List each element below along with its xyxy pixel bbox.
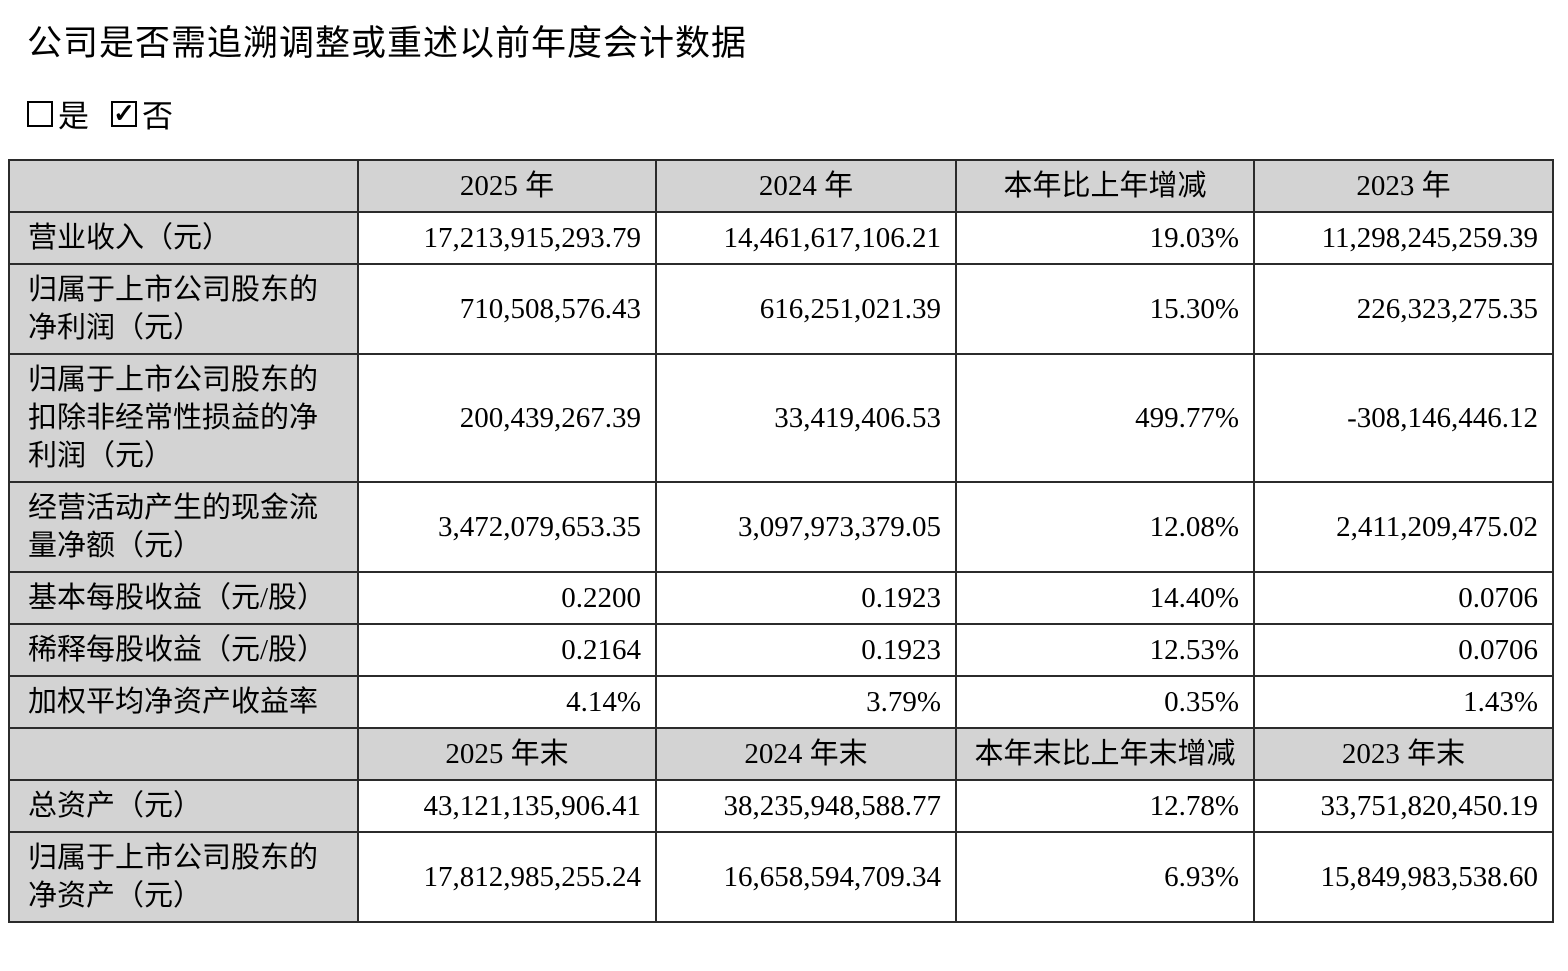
checkbox-no-checked-icon: ✓ <box>111 100 137 127</box>
cell-value: 0.35% <box>955 675 1255 730</box>
cell-value: 15,849,983,538.60 <box>1253 831 1554 924</box>
cell-value: 19.03% <box>955 211 1255 266</box>
table-row: 归属于上市公司股东的 净利润（元） 710,508,576.43 616,251,0… <box>8 263 1554 356</box>
row-label: 基本每股收益（元/股） <box>8 571 359 626</box>
cell-value: 0.0706 <box>1253 571 1554 626</box>
restatement-choice-row: 是 ✓ 否 <box>27 91 1568 136</box>
cell-value: 16,658,594,709.34 <box>655 831 957 924</box>
cell-value: 12.53% <box>955 623 1255 678</box>
cell-value: -308,146,446.12 <box>1253 353 1554 484</box>
table-row: 总资产（元） 43,121,135,906.41 38,235,948,588.77… <box>8 779 1554 834</box>
row-label: 归属于上市公司股东的 扣除非经常性损益的净 利润（元） <box>8 353 359 484</box>
column-header: 本年末比上年末增减 <box>955 727 1255 782</box>
column-header: 2023 年末 <box>1253 727 1554 782</box>
cell-value: 12.78% <box>955 779 1255 834</box>
column-header: 2025 年末 <box>357 727 657 782</box>
table-row: 加权平均净资产收益率 4.14% 3.79% 0.35% 1.43% <box>8 675 1554 730</box>
column-header: 2024 年末 <box>655 727 957 782</box>
cell-value: 3.79% <box>655 675 957 730</box>
cell-value: 15.30% <box>955 263 1255 356</box>
table-row: 经营活动产生的现金流 量净额（元） 3,472,079,653.35 3,097,9… <box>8 481 1554 574</box>
cell-value: 14,461,617,106.21 <box>655 211 957 266</box>
checkbox-no: ✓ 否 <box>111 91 173 136</box>
cell-value: 0.0706 <box>1253 623 1554 678</box>
cell-value: 43,121,135,906.41 <box>357 779 657 834</box>
cell-value: 1.43% <box>1253 675 1554 730</box>
column-header: 2025 年 <box>357 159 657 214</box>
cell-value: 3,472,079,653.35 <box>357 481 657 574</box>
table-row: 稀释每股收益（元/股） 0.2164 0.1923 12.53% 0.0706 <box>8 623 1554 678</box>
table-row: 营业收入（元） 17,213,915,293.79 14,461,617,106.2… <box>8 211 1554 266</box>
checkbox-yes: 是 <box>27 91 89 136</box>
cell-value: 616,251,021.39 <box>655 263 957 356</box>
column-header: 本年比上年增减 <box>955 159 1255 214</box>
page-title: 公司是否需追溯调整或重述以前年度会计数据 <box>27 24 748 63</box>
row-label: 归属于上市公司股东的 净资产（元） <box>8 831 359 924</box>
corner-header-cell <box>8 727 359 782</box>
column-header: 2023 年 <box>1253 159 1554 214</box>
cell-value: 17,213,915,293.79 <box>357 211 657 266</box>
cell-value: 38,235,948,588.77 <box>655 779 957 834</box>
table-row: 归属于上市公司股东的 净资产（元） 17,812,985,255.24 16,658… <box>8 831 1554 924</box>
row-label: 稀释每股收益（元/股） <box>8 623 359 678</box>
table-row: 基本每股收益（元/股） 0.2200 0.1923 14.40% 0.0706 <box>8 571 1554 626</box>
row-label: 加权平均净资产收益率 <box>8 675 359 730</box>
cell-value: 4.14% <box>357 675 657 730</box>
cell-value: 710,508,576.43 <box>357 263 657 356</box>
cell-value: 2,411,209,475.02 <box>1253 481 1554 574</box>
cell-value: 33,419,406.53 <box>655 353 957 484</box>
cell-value: 0.2164 <box>357 623 657 678</box>
key-financials-table: 2025 年 2024 年本年比上年增减 2023 年营业收入（元） 17,213,9… <box>8 159 1554 924</box>
cell-value: 3,097,973,379.05 <box>655 481 957 574</box>
cell-value: 0.1923 <box>655 571 957 626</box>
row-label: 经营活动产生的现金流 量净额（元） <box>8 481 359 574</box>
cell-value: 14.40% <box>955 571 1255 626</box>
cell-value: 0.2200 <box>357 571 657 626</box>
cell-value: 11,298,245,259.39 <box>1253 211 1554 266</box>
key-financials-table-body: 2025 年 2024 年本年比上年增减 2023 年营业收入（元） 17,213,9… <box>8 159 1554 924</box>
row-label: 归属于上市公司股东的 净利润（元） <box>8 263 359 356</box>
table-header-row: 2025 年 2024 年本年比上年增减 2023 年 <box>8 159 1554 214</box>
cell-value: 17,812,985,255.24 <box>357 831 657 924</box>
column-header: 2024 年 <box>655 159 957 214</box>
cell-value: 33,751,820,450.19 <box>1253 779 1554 834</box>
row-label: 营业收入（元） <box>8 211 359 266</box>
row-label: 总资产（元） <box>8 779 359 834</box>
table-row: 归属于上市公司股东的 扣除非经常性损益的净 利润（元） 200,439,267.3… <box>8 353 1554 484</box>
cell-value: 6.93% <box>955 831 1255 924</box>
table-header-row: 2025 年末 2024 年末 本年末比上年末增减 2023 年末 <box>8 727 1554 782</box>
checkbox-yes-icon <box>27 100 53 127</box>
checkbox-yes-label: 是 <box>58 99 89 135</box>
corner-header-cell <box>8 159 359 214</box>
checkbox-no-label: 否 <box>142 99 173 135</box>
cell-value: 200,439,267.39 <box>357 353 657 484</box>
cell-value: 226,323,275.35 <box>1253 263 1554 356</box>
cell-value: 499.77% <box>955 353 1255 484</box>
cell-value: 0.1923 <box>655 623 957 678</box>
cell-value: 12.08% <box>955 481 1255 574</box>
